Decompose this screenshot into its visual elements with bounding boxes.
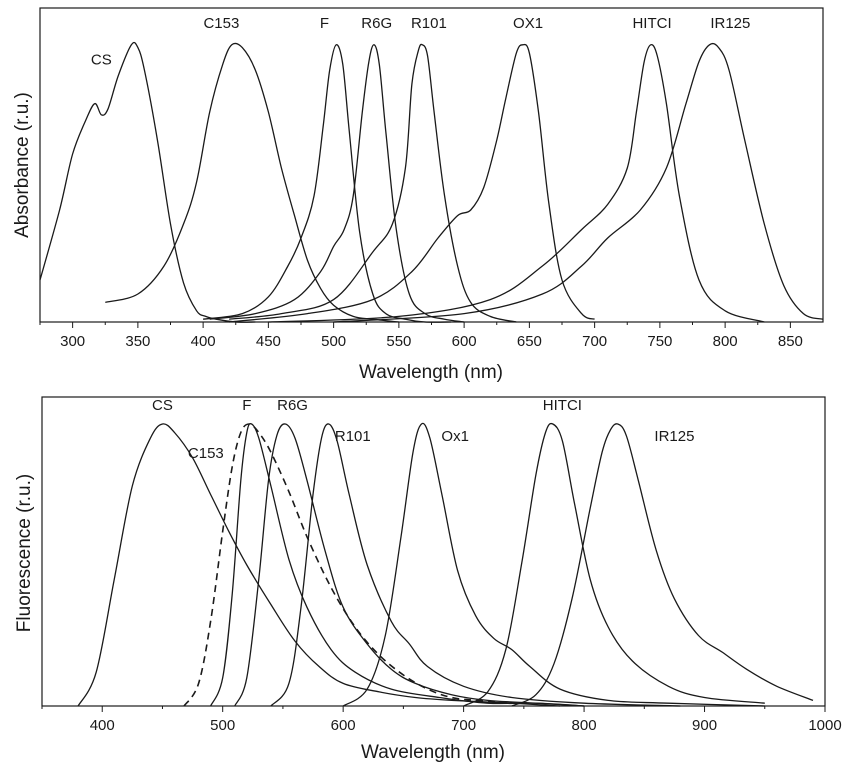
- absorbance-x-tick-label: 750: [647, 333, 672, 350]
- fluorescence-curve-hitci: [463, 422, 765, 707]
- fluorescence-label-hitci: HITCI: [543, 397, 582, 414]
- fluorescence-label-r101: R101: [335, 428, 371, 445]
- absorbance-label-ox1: OX1: [513, 15, 543, 32]
- absorbance-series-labels: CS C153 F R6G R101 OX1 HITCI IR125: [91, 15, 750, 68]
- absorbance-x-tick-label: 700: [582, 333, 607, 350]
- absorbance-x-tick-label: 300: [60, 333, 85, 350]
- absorbance-x-tick-label: 650: [517, 333, 542, 350]
- absorbance-label-r6g: R6G: [361, 15, 392, 32]
- absorbance-x-axis-title: Wavelength (nm): [359, 362, 503, 383]
- fluorescence-curve-f: [210, 422, 585, 707]
- absorbance-x-tick-label: 500: [321, 333, 346, 350]
- fluorescence-curve-r101: [270, 423, 681, 707]
- fluorescence-label-c153: C153: [188, 445, 224, 462]
- absorbance-curve-r6g: [209, 44, 465, 323]
- fluorescence-curve-ir125: [511, 423, 814, 707]
- absorbance-y-axis-title: Absorbance (r.u.): [12, 92, 33, 238]
- absorbance-curve-hitci: [268, 43, 765, 323]
- absorbance-x-tick-label: 800: [713, 333, 738, 350]
- fluorescence-label-f: F: [242, 397, 251, 414]
- fluorescence-plot-frame: [41, 396, 826, 707]
- absorbance-curve-ox1: [229, 43, 595, 323]
- fluorescence-x-axis-title: Wavelength (nm): [361, 742, 505, 763]
- fluorescence-label-ir125: IR125: [654, 428, 694, 445]
- fluorescence-x-tick-label: 400: [90, 717, 115, 734]
- absorbance-curve-r101: [229, 43, 517, 323]
- fluorescence-x-tick-label: 700: [451, 717, 476, 734]
- absorbance-curve-ir125: [333, 42, 824, 323]
- fluorescence-x-tick-label: 600: [331, 717, 356, 734]
- absorbance-x-tick-label: 600: [452, 333, 477, 350]
- fluorescence-x-tick-label: 900: [692, 717, 717, 734]
- fluorescence-curves: [77, 422, 814, 707]
- fluorescence-curve-r6g: [234, 423, 585, 707]
- fluorescence-x-tick-label: 500: [210, 717, 235, 734]
- fluorescence-panel: 400 500 600 700 800 900 1000 CS C153 F R6G R101 Ox1…: [14, 396, 842, 763]
- absorbance-x-tick-label: 850: [778, 333, 803, 350]
- fluorescence-label-cs: CS: [152, 397, 173, 414]
- absorbance-x-tick-label: 400: [191, 333, 216, 350]
- absorbance-label-hitci: HITCI: [632, 15, 671, 32]
- fluorescence-curve-c153: [183, 423, 512, 707]
- absorbance-curves: [39, 41, 824, 323]
- fluorescence-label-r6g: R6G: [277, 397, 308, 414]
- absorbance-x-tick-label: 350: [125, 333, 150, 350]
- fluorescence-y-axis-title: Fluorescence (r.u.): [14, 474, 35, 632]
- absorbance-label-c153: C153: [203, 15, 239, 32]
- absorbance-curve-cs: [39, 41, 256, 323]
- fluorescence-label-ox1: Ox1: [441, 428, 469, 445]
- fluorescence-x-ticks: 400 500 600 700 800 900 1000: [41, 706, 842, 734]
- fluorescence-curve-cs: [77, 423, 561, 707]
- absorbance-x-tick-label: 450: [256, 333, 281, 350]
- absorbance-curve-c153: [105, 42, 399, 323]
- absorbance-label-cs: CS: [91, 51, 112, 68]
- fluorescence-x-tick-label: 1000: [808, 717, 841, 734]
- fluorescence-curve-ox1: [342, 422, 765, 707]
- absorbance-x-ticks: 300 350 400 450 500 550 600 650 700 750 800 850: [39, 322, 803, 350]
- absorbance-x-tick-label: 550: [386, 333, 411, 350]
- absorbance-label-f: F: [320, 15, 329, 32]
- absorbance-label-r101: R101: [411, 15, 447, 32]
- fluorescence-series-labels: CS C153 F R6G R101 Ox1 HITCI IR125: [152, 397, 694, 462]
- absorbance-label-ir125: IR125: [710, 15, 750, 32]
- absorbance-curve-f: [203, 44, 452, 323]
- absorbance-panel: 300 350 400 450 500 550 600 650 700 750 800 850 CSC…: [12, 7, 824, 383]
- fluorescence-x-tick-label: 800: [572, 717, 597, 734]
